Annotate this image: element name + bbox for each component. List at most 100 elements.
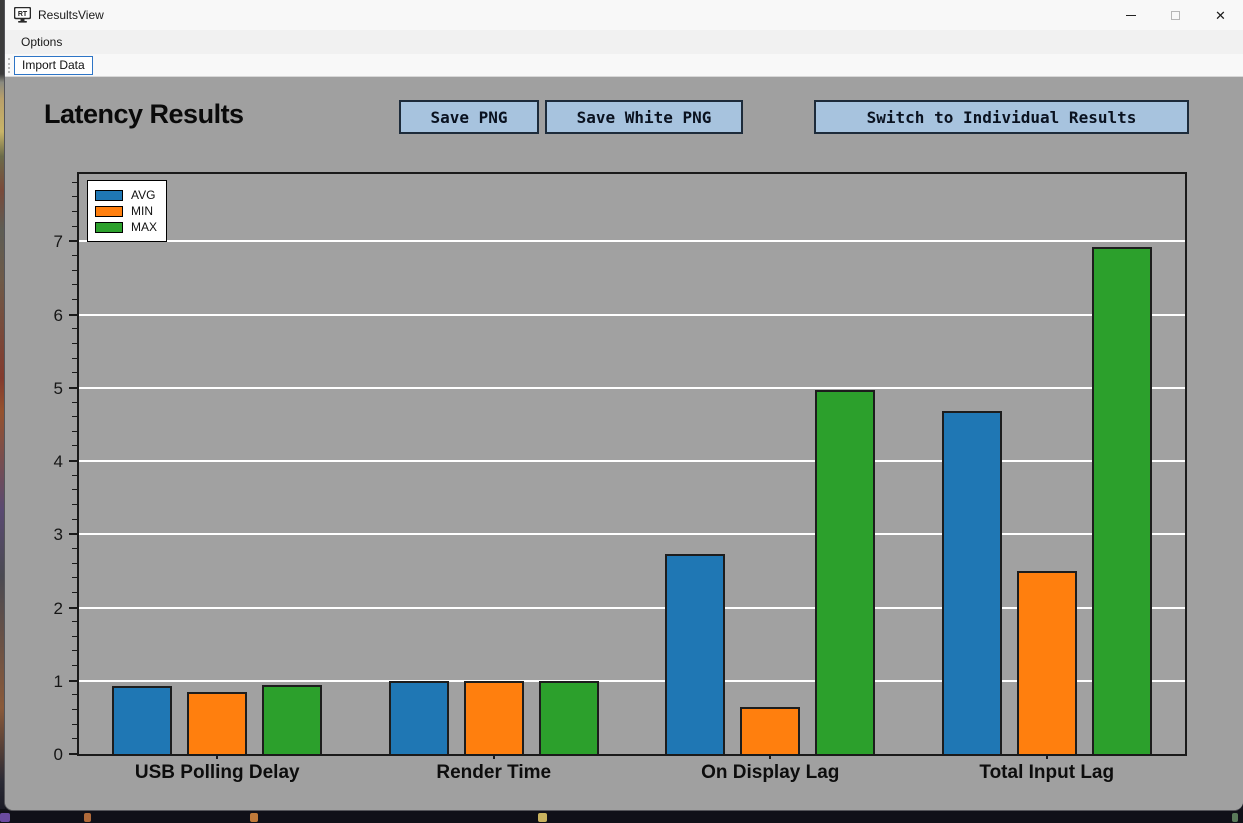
close-icon: ✕ [1215,7,1226,23]
y-axis-tick-label: 7 [53,232,63,252]
y-axis-tick-label: 2 [53,598,63,618]
menu-item-options[interactable]: Options [21,35,63,49]
y-axis-minor-tick [72,445,77,447]
save-png-button[interactable]: Save PNG [399,100,539,134]
gridline [79,313,1185,316]
bar-max [815,390,876,754]
x-axis-tick [492,754,495,759]
gridline [79,606,1185,609]
y-axis-minor-tick [72,269,77,271]
gridline [79,386,1185,389]
minimize-button[interactable] [1108,0,1153,30]
bar-min [1016,570,1077,754]
gridline [79,679,1185,682]
desktop-blob [538,813,547,822]
y-axis-minor-tick [72,430,77,432]
y-axis-major-tick [69,313,77,316]
y-axis-minor-tick [72,416,77,418]
y-axis-major-tick [69,679,77,682]
x-axis-tick [216,754,219,759]
bar-avg [941,411,1002,754]
y-axis-minor-tick [72,738,77,740]
menu-bar: Options [5,30,1243,54]
gridline [79,240,1185,243]
y-axis-minor-tick [72,504,77,506]
desktop-bottom-edge [0,809,1243,823]
y-axis-minor-tick [72,357,77,359]
bar-max [538,680,599,754]
y-axis-major-tick [69,533,77,536]
y-axis-minor-tick [72,562,77,564]
bar-min [463,680,524,754]
y-axis-minor-tick [72,621,77,623]
x-category-label: Render Time [436,762,552,783]
legend-swatch-avg [95,189,123,201]
bar-avg [665,554,726,754]
desktop-blob [0,813,10,822]
import-data-button[interactable]: Import Data [14,55,93,75]
y-axis-minor-tick [72,518,77,520]
y-axis-major-tick [69,460,77,463]
page-title: Latency Results [44,99,244,129]
legend-label: AVG [131,188,156,202]
bar-min [740,707,801,754]
app-icon: RT [14,7,31,23]
y-axis-minor-tick [72,372,77,374]
legend-swatch-max [95,221,123,233]
switch-to-individual-results-button[interactable]: Switch to Individual Results [814,100,1189,134]
desktop-blob [84,813,91,822]
y-axis-tick-label: 1 [53,671,63,691]
y-axis-minor-tick [72,650,77,652]
y-axis-minor-tick [72,342,77,344]
bar-max [1091,246,1152,754]
y-axis-minor-tick [72,328,77,330]
desktop-blob [250,813,258,822]
tool-strip: Import Data [5,54,1243,77]
y-axis-minor-tick [72,723,77,725]
legend-item: AVG [95,188,157,202]
x-category-label: On Display Lag [701,762,840,783]
window-title: ResultsView [38,8,104,22]
legend-item: MAX [95,220,157,234]
y-axis-minor-tick [72,196,77,198]
y-axis-major-tick [69,606,77,609]
x-category-label: USB Polling Delay [134,762,300,783]
maximize-button[interactable] [1153,0,1198,30]
y-axis-minor-tick [72,489,77,491]
y-axis-minor-tick [72,211,77,213]
y-axis-minor-tick [72,284,77,286]
y-axis-minor-tick [72,225,77,227]
gridline [79,533,1185,536]
y-axis-tick-label: 0 [53,745,63,764]
save-white-png-button[interactable]: Save White PNG [545,100,743,134]
y-axis-tick-label: 4 [53,452,63,472]
y-axis-minor-tick [72,474,77,476]
y-axis-minor-tick [72,694,77,696]
y-axis-minor-tick [72,577,77,579]
bar-avg [112,685,173,754]
toolstrip-grip-icon[interactable] [8,57,10,73]
y-axis-minor-tick [72,709,77,711]
y-axis-minor-tick [72,547,77,549]
y-axis-tick-label: 5 [53,378,63,398]
x-category-label: Total Input Lag [979,762,1115,783]
y-axis-minor-tick [72,298,77,300]
y-axis-major-tick [69,753,77,755]
title-bar[interactable]: RT ResultsView ✕ [5,0,1243,30]
bar-max [262,685,323,754]
y-axis-major-tick [69,240,77,243]
y-axis-minor-tick [72,401,77,403]
legend-swatch-min [95,205,123,217]
desktop-wallpaper-sliver [0,0,5,823]
y-axis-minor-tick [72,665,77,667]
legend-label: MIN [131,204,153,218]
x-axis-tick [769,754,772,759]
y-axis-minor-tick [72,635,77,637]
bar-chart: AVG MIN MAX 0 1 2 3 4 5 6 7 USB Polling Delay Rende… [54,172,1187,783]
bar-min [187,691,248,754]
minimize-icon [1125,14,1136,16]
svg-text:RT: RT [18,11,28,18]
close-button[interactable]: ✕ [1198,0,1243,30]
chart-legend: AVG MIN MAX [87,180,168,242]
y-axis-tick-label: 6 [53,305,63,325]
